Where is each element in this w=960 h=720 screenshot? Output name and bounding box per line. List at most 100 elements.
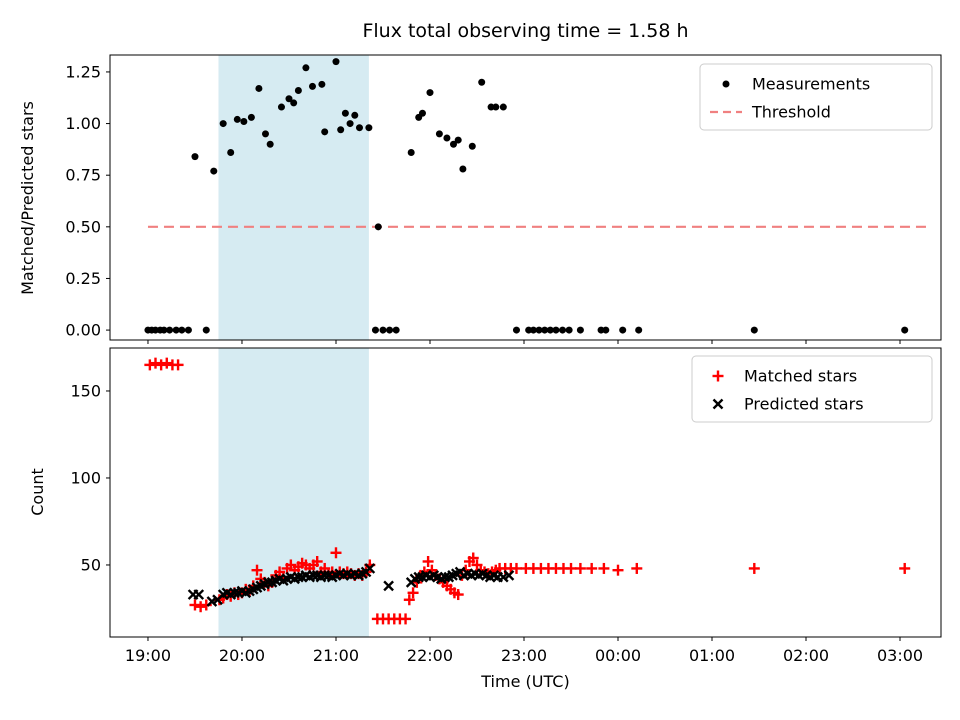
shaded-observing-window (218, 55, 369, 340)
dot-marker (565, 326, 573, 334)
dot-marker (750, 326, 758, 334)
dot-marker (346, 120, 354, 128)
dot-marker (602, 326, 610, 334)
x-marker (383, 580, 394, 592)
axes-spines (109, 54, 942, 341)
dot-marker (178, 326, 186, 334)
y-tick-label: 0.50 (65, 217, 101, 236)
dot-marker (459, 165, 467, 173)
dot-marker (435, 130, 443, 138)
axes-spines (109, 347, 942, 638)
y-tick-label: 0.00 (65, 321, 101, 340)
dot-marker (365, 124, 373, 132)
dot-marker (478, 78, 486, 86)
dot-marker (172, 326, 180, 334)
dot-marker (191, 153, 199, 161)
x-marker (319, 570, 331, 581)
legend-x-marker (712, 398, 724, 410)
dot-marker (426, 89, 434, 97)
dot-marker (351, 111, 359, 119)
dot-marker (210, 167, 218, 175)
dot-marker (308, 82, 316, 90)
dot-marker (227, 148, 235, 156)
dot-marker (901, 326, 909, 334)
dot-marker (247, 113, 255, 121)
dot-marker (332, 58, 340, 66)
dot-marker (552, 326, 560, 334)
x-tick-label: 03:00 (877, 646, 923, 665)
dot-marker (240, 118, 248, 125)
dot-marker (492, 103, 500, 111)
legend: Matched stars Predicted stars (691, 355, 933, 423)
y-tick-label: 50 (81, 555, 101, 574)
dot-marker (512, 326, 520, 334)
dot-marker (160, 326, 168, 334)
x-marker (193, 589, 205, 600)
dot-marker (635, 326, 643, 334)
dot-marker (233, 115, 241, 123)
dot-marker (418, 109, 426, 117)
chart-title: Flux total observing time = 1.58 h (362, 20, 689, 42)
dot-marker (321, 128, 329, 136)
dot-marker (266, 140, 274, 148)
legend-label: Threshold (751, 103, 831, 122)
legend-dot-marker (722, 80, 730, 88)
legend-label: Matched stars (744, 367, 857, 386)
x-axis-label: Time (UTC) (481, 672, 570, 691)
y-tick-label: 1.25 (65, 62, 101, 81)
legend: Measurements Threshold (699, 63, 933, 131)
dot-marker (255, 84, 263, 92)
dot-marker (302, 64, 310, 72)
y-axis-label-count: Count (28, 468, 47, 516)
dot-marker (202, 326, 210, 334)
legend-box (691, 355, 933, 423)
x-marker (488, 570, 500, 581)
dot-marker (449, 140, 457, 148)
x-marker (413, 571, 425, 583)
x-tick-label: 22:00 (407, 646, 453, 665)
legend-label: Measurements (752, 75, 870, 94)
x-tick-label: 02:00 (783, 646, 829, 665)
series-predicted-stars (187, 563, 515, 607)
dot-marker (541, 326, 549, 334)
dot-marker (341, 109, 349, 117)
x-tick-label: 20:00 (219, 646, 265, 665)
y-tick-label: 1.00 (65, 114, 101, 133)
y-tick-label: 0.25 (65, 269, 101, 288)
x-tick-label: 21:00 (313, 646, 359, 665)
legend-label: Predicted stars (744, 395, 864, 414)
dot-marker (290, 99, 298, 107)
y-tick-label: 150 (70, 381, 101, 400)
series-measurements (144, 58, 909, 334)
dot-marker (559, 326, 567, 334)
dot-marker (355, 124, 363, 132)
panel-1: 19:00 20:00 21:00 22:00 23:00 00:00 01:00 02:00… (70, 347, 942, 665)
dot-marker (166, 326, 174, 334)
dot-marker (285, 95, 293, 103)
x-marker (293, 571, 304, 583)
dot-marker (337, 126, 345, 134)
dot-marker (379, 326, 387, 334)
dot-marker (371, 326, 379, 334)
dot-marker (407, 148, 415, 156)
dot-marker (443, 134, 451, 142)
x-tick-label: 01:00 (689, 646, 735, 665)
dot-marker (219, 120, 227, 128)
x-marker (229, 587, 240, 599)
dot-marker (499, 103, 507, 111)
dot-marker (529, 326, 537, 334)
x-marker (262, 577, 274, 588)
x-marker (503, 570, 515, 581)
x-tick-label: 23:00 (501, 646, 547, 665)
dot-marker (546, 326, 554, 334)
x-marker (477, 568, 488, 580)
x-marker (364, 563, 376, 574)
y-axis-label-ratio: Matched/Predicted stars (18, 101, 37, 295)
panel-0: 0.00 0.25 0.50 0.75 1.00 1.25 Measurements Thre… (65, 54, 942, 344)
x-tick-label: 19:00 (125, 646, 171, 665)
y-tick-label: 0.75 (65, 166, 101, 185)
dot-marker (535, 326, 543, 334)
dot-marker (318, 80, 326, 88)
